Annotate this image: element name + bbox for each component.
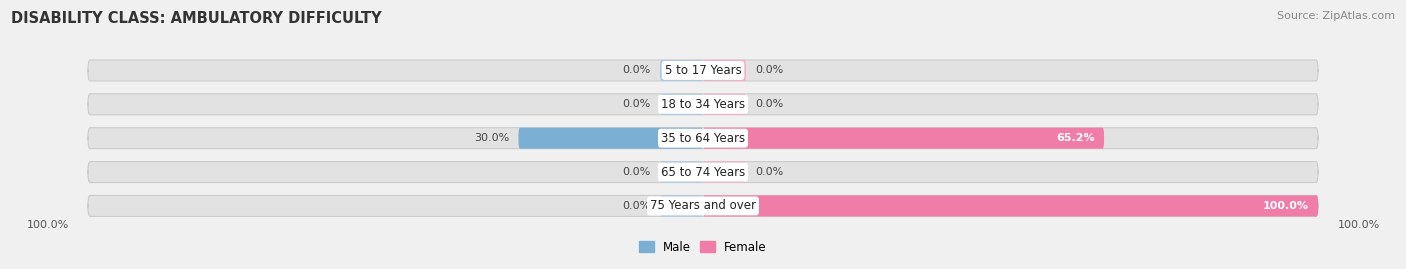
FancyBboxPatch shape (703, 60, 747, 81)
FancyBboxPatch shape (659, 60, 703, 81)
Text: 0.0%: 0.0% (755, 99, 783, 109)
Text: 5 to 17 Years: 5 to 17 Years (665, 64, 741, 77)
Text: Source: ZipAtlas.com: Source: ZipAtlas.com (1277, 11, 1395, 21)
FancyBboxPatch shape (659, 94, 703, 115)
FancyBboxPatch shape (659, 162, 703, 183)
Text: 0.0%: 0.0% (623, 99, 651, 109)
Text: 0.0%: 0.0% (623, 167, 651, 177)
Text: 35 to 64 Years: 35 to 64 Years (661, 132, 745, 145)
Text: 100.0%: 100.0% (1263, 201, 1309, 211)
FancyBboxPatch shape (87, 162, 1319, 183)
Text: 75 Years and over: 75 Years and over (650, 199, 756, 213)
FancyBboxPatch shape (703, 162, 747, 183)
FancyBboxPatch shape (519, 128, 703, 149)
FancyBboxPatch shape (659, 196, 703, 217)
FancyBboxPatch shape (703, 196, 1319, 217)
Text: 18 to 34 Years: 18 to 34 Years (661, 98, 745, 111)
Text: 65 to 74 Years: 65 to 74 Years (661, 165, 745, 179)
Text: 100.0%: 100.0% (1337, 220, 1379, 230)
Text: DISABILITY CLASS: AMBULATORY DIFFICULTY: DISABILITY CLASS: AMBULATORY DIFFICULTY (11, 11, 382, 26)
FancyBboxPatch shape (703, 94, 747, 115)
Text: 65.2%: 65.2% (1056, 133, 1095, 143)
FancyBboxPatch shape (87, 94, 1319, 115)
Text: 0.0%: 0.0% (755, 65, 783, 75)
FancyBboxPatch shape (87, 128, 1319, 149)
FancyBboxPatch shape (87, 60, 1319, 81)
FancyBboxPatch shape (87, 196, 1319, 217)
Text: 0.0%: 0.0% (623, 201, 651, 211)
Text: 0.0%: 0.0% (623, 65, 651, 75)
FancyBboxPatch shape (703, 128, 1104, 149)
Text: 100.0%: 100.0% (27, 220, 69, 230)
Legend: Male, Female: Male, Female (634, 236, 772, 258)
Text: 30.0%: 30.0% (474, 133, 509, 143)
Text: 0.0%: 0.0% (755, 167, 783, 177)
